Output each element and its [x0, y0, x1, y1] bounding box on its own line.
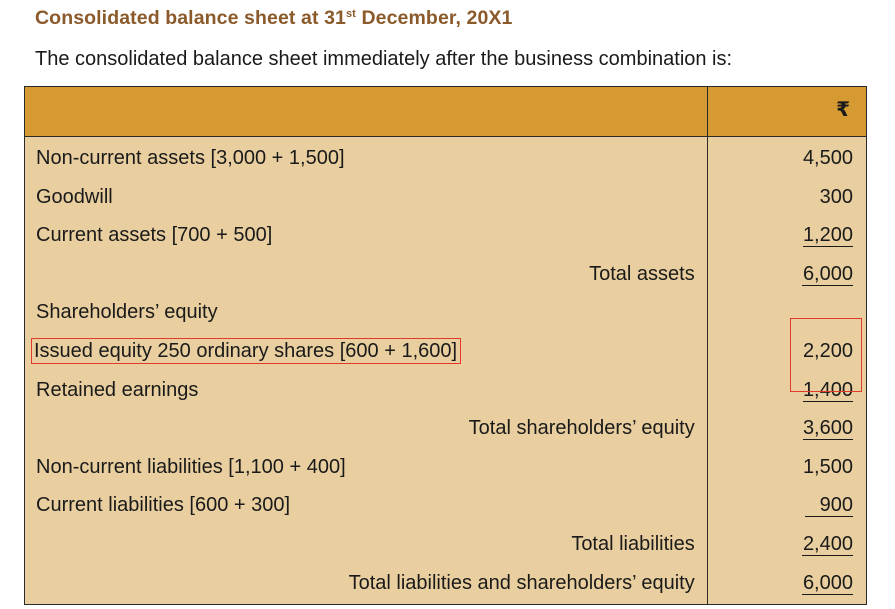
amount-column: 4,500 300 1,200 6,000 2,200 1,400 3,600 … [706, 135, 868, 606]
row-label-current-liabilities: Current liabilities [600 + 300] [36, 494, 291, 517]
row-label-goodwill: Goodwill [36, 185, 113, 208]
row-label-shareholders-equity: Shareholders’ equity [36, 301, 218, 324]
amount-total-assets-wrap: 6,000 [708, 255, 866, 294]
amount-total-assets: 6,000 [801, 262, 853, 286]
heading-superscript: st [345, 8, 356, 20]
amount-total-shareholders-equity-wrap: 3,600 [708, 409, 866, 448]
amount-goodwill: 300 [819, 185, 853, 208]
amount-total-shareholders-equity: 3,600 [802, 417, 853, 441]
row-label-issued-equity: Issued equity 250 ordinary shares [600 +… [25, 332, 707, 371]
row-label-non-current-assets: Non-current assets [3,000 + 1,500] [36, 147, 345, 169]
table-body-row: Non-current assets [3,000 + 1,500] Goodw… [24, 135, 868, 606]
amount-total-liabilities-and-equity-wrap: 6,000 [708, 564, 866, 603]
row-label-total-assets: Total assets [589, 262, 695, 285]
amount-current-liabilities: 900 [805, 495, 853, 518]
row-label-total-liabilities: Total liabilities [571, 532, 695, 555]
description-column: Non-current assets [3,000 + 1,500] Goodw… [24, 135, 708, 606]
row-label-total-liabilities-and-equity: Total liabilities and shareholders’ equi… [348, 571, 695, 594]
amount-current-assets: 1,200 [802, 224, 853, 248]
row-label-retained-earnings: Retained earnings [36, 378, 199, 401]
amount-retained-earnings: 1,400 [802, 378, 853, 402]
amount-issued-equity: 2,200 [802, 339, 853, 362]
amount-total-liabilities-wrap: 2,400 [708, 525, 866, 564]
table-header-row: ₹ [24, 86, 868, 137]
row-label-total-shareholders-equity: Total shareholders’ equity [468, 417, 695, 440]
amount-non-current-liabilities: 1,500 [802, 455, 853, 478]
heading-suffix: December, 20X1 [355, 7, 513, 29]
amount-total-liabilities: 2,400 [801, 532, 853, 556]
intro-text: The consolidated balance sheet immediate… [35, 48, 733, 70]
page-heading: Consolidated balance sheet at 31st Decem… [35, 7, 512, 30]
amount-total-liabilities-and-equity: 6,000 [801, 571, 853, 595]
heading-prefix: Consolidated balance sheet at 31 [35, 7, 346, 29]
amount-non-current-assets: 4,500 [802, 147, 853, 169]
highlighted-issued-equity-label: Issued equity 250 ordinary shares [600 +… [31, 337, 462, 364]
row-label-current-assets: Current assets [700 + 500] [36, 224, 273, 247]
amount-current-liabilities-wrap: 900 [708, 486, 866, 525]
balance-sheet-table: ₹ Non-current assets [3,000 + 1,500] Goo… [24, 86, 868, 606]
row-label-non-current-liabilities: Non-current liabilities [1,100 + 400] [36, 455, 346, 478]
currency-symbol: ₹ [706, 86, 868, 137]
header-description-cell [24, 86, 708, 137]
amount-shareholders-equity [708, 293, 866, 332]
amount-current-assets-wrap: 1,200 [708, 216, 866, 255]
amount-retained-earnings-wrap: 1,400 [708, 371, 866, 410]
